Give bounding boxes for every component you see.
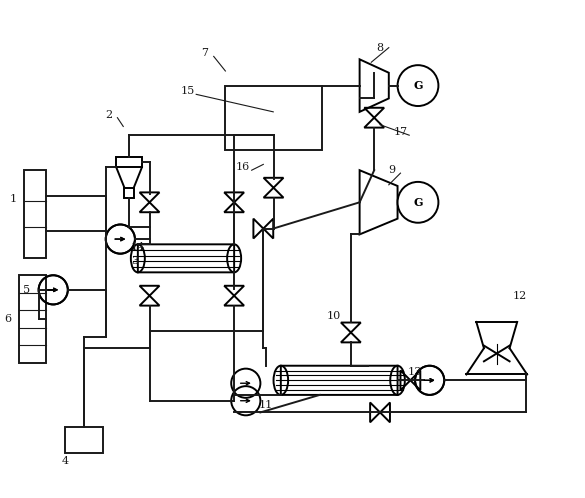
Text: 12: 12	[513, 291, 527, 301]
Text: 13: 13	[408, 367, 422, 376]
Text: 7: 7	[201, 48, 208, 58]
Text: 11: 11	[259, 400, 273, 410]
Bar	[125, 188, 134, 198]
Bar	[116, 157, 142, 167]
Text: 2: 2	[105, 110, 112, 120]
Text: 9: 9	[388, 165, 395, 175]
Text: 15: 15	[180, 87, 195, 97]
Text: 10: 10	[326, 311, 340, 321]
Bar	[65, 427, 103, 453]
Text: G: G	[413, 197, 423, 208]
Text: 5: 5	[23, 285, 30, 295]
Text: 6: 6	[4, 314, 11, 324]
Text: 4: 4	[61, 456, 68, 466]
Text: 8: 8	[377, 43, 384, 53]
Text: G: G	[413, 80, 423, 91]
Text: 1: 1	[10, 194, 17, 204]
Bar	[19, 275, 46, 363]
Text: 16: 16	[236, 162, 250, 172]
Text: 14: 14	[130, 242, 145, 252]
Text: 17: 17	[393, 127, 408, 137]
Bar	[225, 86, 322, 150]
Circle shape	[398, 65, 438, 106]
Bar	[24, 170, 46, 258]
Text: 3: 3	[132, 255, 139, 265]
Circle shape	[398, 182, 438, 223]
